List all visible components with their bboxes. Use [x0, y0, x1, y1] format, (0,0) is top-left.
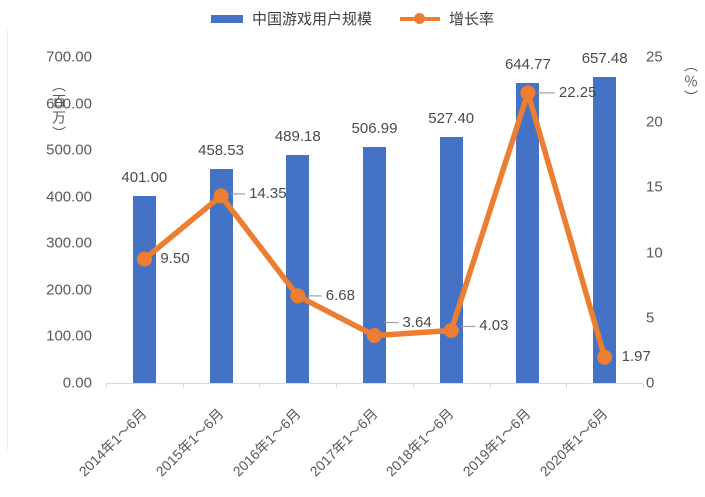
bar-series-swatch-icon: [210, 14, 243, 23]
x-axis-tick: [106, 384, 107, 388]
x-axis-tick: [643, 384, 644, 388]
legend-item-users: 中国游戏用户规模: [210, 8, 372, 29]
line-marker: [443, 322, 459, 338]
line-marker-icon: [414, 13, 425, 24]
y-axis-tick-label: 600.00: [46, 95, 92, 113]
y2-axis-tick-label: 0: [646, 374, 655, 392]
bar-value-label: 527.40: [428, 110, 475, 128]
y-axis-tick-label: 300.00: [46, 234, 92, 252]
y-axis-tick-label: 200.00: [46, 281, 92, 299]
x-axis-tick: [259, 384, 261, 388]
right-axis-unit-label: （％）: [683, 58, 699, 106]
bar: [593, 76, 617, 383]
y-axis-tick-label: 700.00: [46, 48, 92, 66]
bar-value-label: 401.00: [121, 169, 168, 187]
chart-legend: 中国游戏用户规模 增长率: [0, 8, 705, 29]
x-axis-tick: [182, 384, 184, 388]
line-marker: [367, 328, 382, 344]
x-axis-line: [106, 383, 643, 384]
line-series-swatch-icon: [400, 13, 440, 24]
bar: [132, 196, 156, 383]
line-point-label: 1.97: [621, 348, 651, 366]
x-axis-tick: [566, 384, 568, 388]
legend-label-growth: 增长率: [449, 11, 495, 28]
y-axis-tick-label: 500.00: [46, 141, 92, 159]
line-point-label: 4.03: [479, 317, 509, 335]
line-point-label: 3.64: [402, 313, 432, 331]
growth-line-layer: [136, 85, 613, 365]
y2-axis-tick-label: 15: [646, 178, 663, 196]
bar-value-label: 489.18: [274, 128, 321, 146]
line-marker: [520, 85, 536, 101]
y-axis-tick-label: 400.00: [46, 188, 92, 206]
x-axis-tick: [412, 384, 414, 388]
y-axis-tick-label: 0.00: [62, 374, 92, 392]
y2-axis-tick-label: 20: [646, 113, 663, 131]
bar: [286, 155, 310, 383]
y2-axis-tick-label: 10: [646, 244, 663, 262]
bar: [209, 169, 233, 383]
left-edge-divider: [7, 30, 8, 450]
line-point-label: 9.50: [160, 250, 190, 268]
x-axis-tick: [336, 384, 338, 388]
y-axis-tick-label: 100.00: [46, 327, 92, 345]
bar-value-label: 506.99: [351, 119, 398, 137]
line-point-label: 6.68: [325, 286, 355, 304]
line-marker: [213, 188, 229, 204]
line-marker: [136, 251, 152, 267]
bar: [516, 82, 540, 383]
legend-item-growth: 增长率: [400, 8, 494, 29]
line-point-label: 14.35: [249, 184, 287, 202]
y2-axis-tick-label: 5: [646, 309, 655, 327]
bar-value-label: 644.77: [504, 55, 551, 73]
combo-chart: 中国游戏用户规模 增长率 （百万） （％） 700.00 600.00 500.00…: [0, 8, 705, 479]
left-axis-unit-label: （百万）: [51, 78, 67, 142]
line-marker: [597, 349, 613, 365]
legend-label-users: 中国游戏用户规模: [251, 11, 372, 28]
line-point-label: 22.25: [558, 83, 597, 101]
y2-axis-tick-label: 25: [646, 48, 663, 66]
bar: [363, 146, 386, 383]
bar-value-label: 458.53: [198, 142, 244, 160]
x-axis-tick: [489, 384, 491, 388]
bar-value-label: 657.48: [581, 49, 628, 67]
line-marker: [290, 288, 306, 304]
